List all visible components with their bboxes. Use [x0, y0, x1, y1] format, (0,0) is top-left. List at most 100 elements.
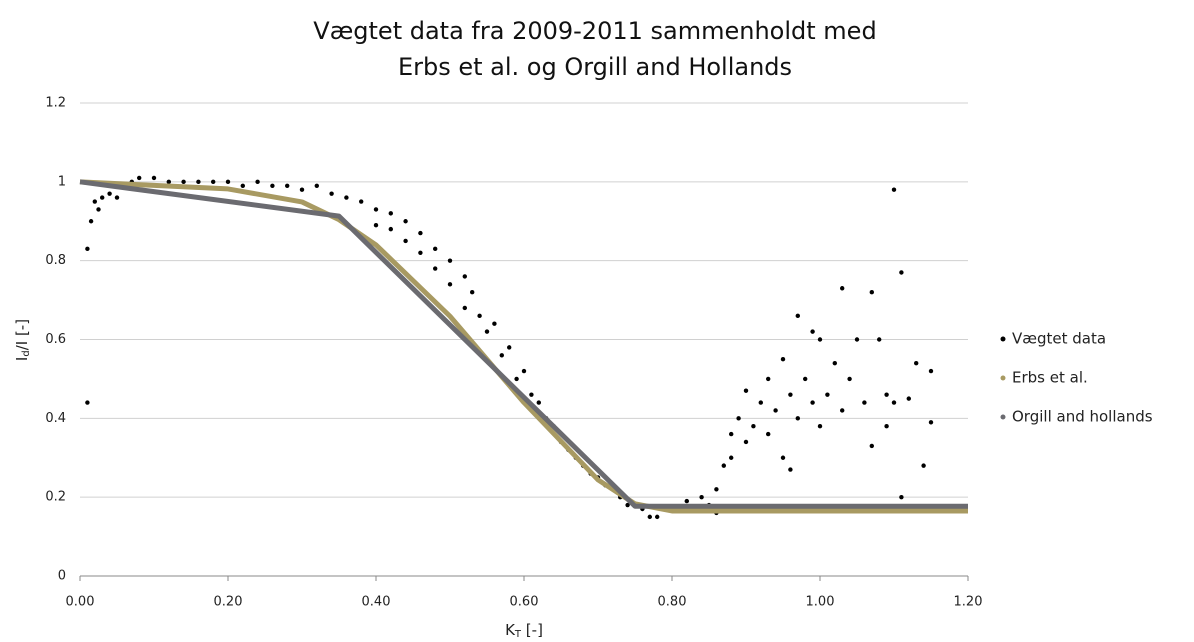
legend-label: Vægtet data [1012, 330, 1106, 348]
x-label-main: K [505, 621, 516, 639]
data-point [647, 514, 652, 520]
data-point [107, 191, 112, 196]
x-tick-label: 0.60 [510, 595, 539, 610]
data-point [625, 502, 630, 508]
data-point [891, 187, 897, 192]
data-point [862, 400, 867, 405]
y-tick-label: 0.4 [45, 411, 66, 426]
x-axis-label: KT [-] [505, 621, 543, 641]
data-point [240, 183, 245, 188]
data-point [743, 439, 749, 445]
data-point [655, 514, 660, 520]
data-point [403, 219, 408, 224]
data-point [100, 195, 105, 200]
data-point [255, 179, 260, 185]
data-point [225, 179, 231, 185]
data-point [780, 455, 786, 460]
data-point [388, 211, 393, 216]
line [79, 179, 968, 509]
data-point [840, 408, 845, 413]
data-point [729, 431, 734, 437]
data-point [914, 360, 919, 366]
data-point [788, 392, 793, 397]
data-point [884, 424, 889, 429]
x-tick-label: 0.20 [214, 595, 243, 610]
data-point [433, 266, 438, 271]
x-label-rest: [-] [521, 621, 543, 639]
data-point [803, 376, 808, 382]
data-point [906, 396, 911, 401]
data-point [788, 467, 793, 472]
data-point [729, 455, 734, 460]
data-point [795, 313, 800, 319]
data-point [388, 226, 393, 232]
chart-title: Vægtet data fra 2009-2011 sammenholdt me… [313, 17, 876, 45]
y-tick-label: 0.2 [45, 490, 66, 505]
chart-title: Erbs et al. og Orgill and Hollands [398, 53, 792, 81]
data-point [314, 183, 319, 188]
legend-marker [1000, 414, 1006, 420]
data-point [928, 368, 934, 374]
data-point [92, 199, 98, 204]
legend-label: Erbs et al. [1012, 369, 1088, 387]
data-point [433, 246, 438, 252]
data-point [492, 321, 497, 326]
x-tick-label: 0.00 [66, 595, 95, 610]
y-label-main: I [13, 357, 31, 361]
data-point [766, 376, 771, 382]
data-point [714, 487, 719, 492]
data-point [85, 400, 90, 405]
legend-label: Orgill and hollands [1012, 408, 1153, 426]
data-point [359, 199, 364, 204]
x-tick-label: 1.20 [954, 595, 983, 610]
data-point [810, 329, 815, 334]
y-tick-label: 1.2 [45, 96, 66, 111]
data-point [507, 345, 512, 350]
data-point [780, 357, 786, 362]
data-point [514, 376, 519, 382]
data-point [721, 463, 726, 468]
data-point [884, 392, 889, 397]
data-point [840, 286, 845, 291]
data-point [743, 388, 749, 393]
data-point [825, 392, 830, 397]
data-point [373, 207, 379, 212]
y-tick-label: 0.6 [45, 332, 66, 347]
data-point [817, 337, 823, 342]
y-tick-label: 1 [58, 174, 66, 189]
data-point [766, 431, 771, 437]
data-point [499, 353, 504, 358]
y-label-sub: d [21, 350, 32, 356]
data-point [521, 368, 527, 374]
y-axis-label: Id/I [-] [13, 319, 33, 361]
data-point [329, 191, 334, 196]
data-point [869, 290, 874, 295]
data-point [181, 179, 186, 185]
data-point [285, 183, 290, 188]
data-point [736, 416, 741, 421]
data-point [373, 222, 379, 228]
data-point [869, 443, 874, 449]
data-point [810, 400, 815, 405]
data-point [891, 400, 897, 405]
y-tick-label: 0 [58, 569, 66, 584]
data-point [447, 258, 453, 263]
data-point [462, 305, 467, 311]
data-point [795, 416, 800, 421]
y-tick-label: 0.8 [45, 253, 66, 268]
data-point [773, 408, 778, 413]
data-point [344, 195, 349, 200]
data-point [484, 329, 490, 334]
data-point [928, 420, 934, 425]
data-point [211, 179, 216, 185]
data-point [114, 195, 120, 200]
data-point [877, 337, 882, 342]
data-point [699, 494, 704, 500]
x-tick-label: 0.80 [658, 595, 687, 610]
data-point [470, 290, 475, 295]
data-point [151, 175, 157, 181]
data-point [529, 392, 534, 397]
data-point [477, 313, 482, 319]
data-point [899, 494, 904, 500]
data-point [899, 270, 904, 275]
